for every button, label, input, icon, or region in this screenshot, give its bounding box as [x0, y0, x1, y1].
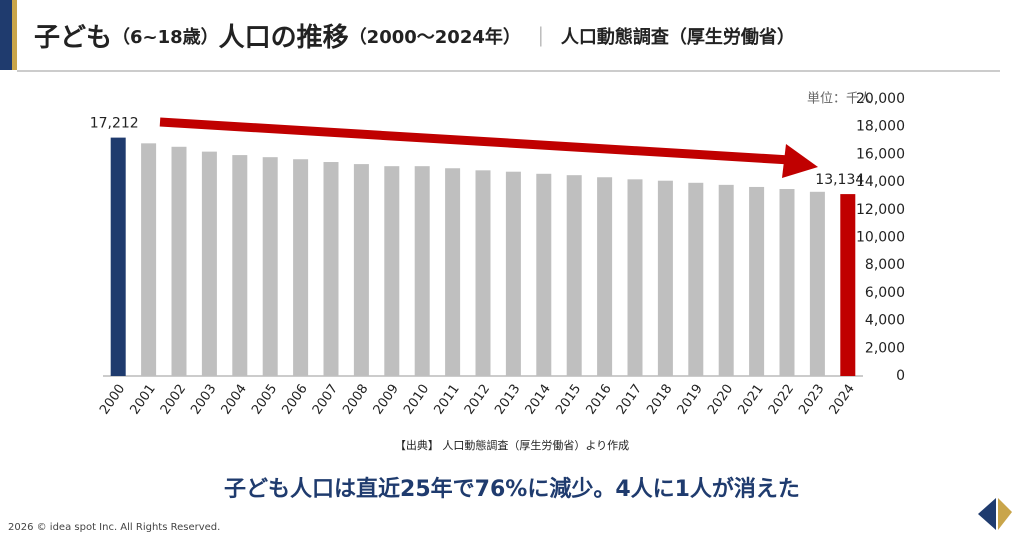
bar	[171, 146, 187, 376]
bar	[353, 164, 369, 376]
x-tick-label: 2011	[431, 382, 462, 418]
y-tick-label: 16,000	[856, 146, 905, 162]
bar	[293, 159, 309, 376]
y-tick-label: 10,000	[856, 230, 905, 246]
source-note: 【出典】 人口動態調査（厚生労働省）より作成	[395, 438, 629, 452]
bar	[475, 170, 491, 376]
x-tick-label: 2007	[310, 382, 341, 418]
y-tick-label: 2,000	[865, 340, 905, 356]
bar	[840, 194, 856, 376]
x-tick-label: 2015	[553, 382, 584, 418]
bar	[718, 184, 734, 376]
title-stripe	[0, 0, 12, 70]
bar	[445, 168, 461, 376]
bar	[232, 155, 248, 376]
y-tick-label: 14,000	[856, 174, 905, 190]
title-part: ｜	[531, 25, 551, 49]
x-tick-label: 2010	[401, 382, 432, 418]
bar	[262, 157, 278, 376]
x-tick-label: 2009	[371, 382, 402, 418]
bar	[110, 137, 126, 376]
y-tick-label: 0	[896, 368, 905, 384]
bar	[323, 162, 339, 376]
unit-label: 単位：千人	[807, 91, 872, 107]
title-part: （6~18歳）	[112, 27, 219, 48]
bar	[749, 186, 765, 376]
bar	[657, 180, 673, 376]
bar	[779, 189, 795, 376]
bar	[141, 143, 157, 376]
bar	[414, 166, 430, 376]
bar	[201, 151, 217, 376]
x-tick-label: 2020	[705, 382, 736, 418]
chart-title: 子ども（6~18歳）人口の推移（2000～2024年） ｜ 人口動態調査（厚生労働省…	[34, 23, 795, 53]
x-tick-label: 2023	[796, 382, 827, 418]
bar	[688, 182, 704, 376]
x-tick-label: 2012	[462, 382, 493, 418]
x-tick-label: 2014	[523, 382, 554, 418]
bar	[597, 177, 613, 376]
y-tick-label: 18,000	[856, 119, 905, 135]
bar	[627, 179, 643, 376]
x-tick-label: 2000	[97, 382, 128, 418]
x-tick-label: 2001	[127, 382, 158, 418]
title-part: 人口の推移	[219, 23, 349, 53]
x-tick-label: 2021	[735, 382, 766, 418]
y-tick-label: 20,000	[856, 91, 905, 107]
x-tick-label: 2004	[219, 382, 250, 418]
x-tick-label: 2005	[249, 382, 280, 418]
bar	[505, 171, 521, 376]
x-tick-label: 2003	[188, 382, 219, 418]
x-tick-label: 2018	[644, 382, 675, 418]
x-tick-label: 2019	[675, 382, 706, 418]
trend-arrowhead	[782, 144, 818, 178]
footer: 2026 © idea spot Inc. All Rights Reserve…	[8, 522, 220, 533]
bar	[384, 166, 400, 376]
x-tick-label: 2013	[492, 382, 523, 418]
logo	[978, 498, 1012, 530]
x-tick-label: 2016	[583, 382, 614, 418]
x-tick-label: 2022	[766, 382, 797, 418]
x-tick-label: 2002	[158, 382, 189, 418]
bar	[536, 173, 552, 376]
y-tick-label: 12,000	[856, 202, 905, 218]
y-tick-label: 8,000	[865, 257, 905, 273]
title-part: 子ども	[34, 23, 112, 53]
x-tick-label: 2006	[279, 382, 310, 418]
value-label: 13,134	[815, 172, 864, 188]
title-part: 人口動態調査（厚生労働省）	[561, 26, 795, 48]
y-tick-label: 6,000	[865, 285, 905, 301]
title-stripe-gold	[12, 0, 17, 70]
bar	[809, 191, 825, 376]
headline: 子ども人口は直近25年で76%に減少。4人に1人が消えた	[224, 476, 800, 502]
title-part: （2000～2024年）	[349, 26, 521, 48]
y-tick-label: 4,000	[865, 313, 905, 329]
value-label: 17,212	[90, 116, 139, 132]
bar	[566, 175, 582, 376]
trend-arrow	[159, 117, 791, 165]
x-tick-label: 2024	[827, 382, 858, 418]
x-tick-label: 2017	[614, 382, 645, 418]
x-tick-label: 2008	[340, 382, 371, 418]
